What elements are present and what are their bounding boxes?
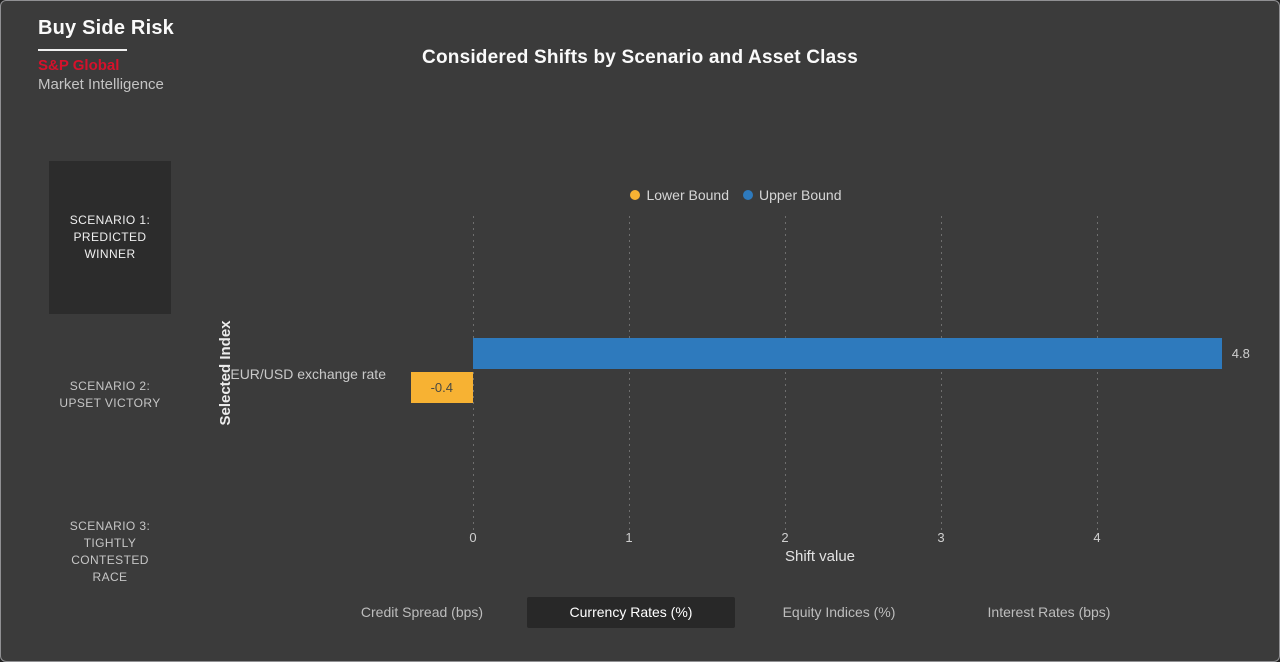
x-tick-label: 3 — [937, 530, 945, 545]
tab-currency-rates[interactable]: Currency Rates (%) — [527, 597, 735, 628]
x-tick-label: 4 — [1093, 530, 1101, 545]
x-axis-label: Shift value — [784, 548, 856, 565]
scenario-3-button[interactable]: SCENARIO 3: TIGHTLY CONTESTED RACE — [49, 475, 171, 628]
lower-bound-value: -0.4 — [430, 380, 453, 395]
gridline — [785, 216, 786, 531]
tab-credit-spread[interactable]: Credit Spread (bps) — [360, 604, 484, 620]
chart-legend: Lower Bound Upper Bound — [241, 187, 1231, 203]
brand-block: Buy Side Risk S&P Global Market Intellig… — [38, 17, 174, 93]
app-title: Buy Side Risk — [38, 17, 174, 39]
x-tick-label: 1 — [625, 530, 633, 545]
scenario-2-label: SCENARIO 2: UPSET VICTORY — [59, 378, 161, 410]
upper-bound-value: 4.8 — [1231, 346, 1250, 361]
category-label: EUR/USD exchange rate — [230, 366, 386, 382]
gridline — [629, 216, 630, 531]
lower-bound-bar — [410, 372, 473, 403]
market-intelligence-logo-text: Market Intelligence — [38, 76, 164, 93]
gridline — [941, 216, 942, 531]
scenario-1-button[interactable]: SCENARIO 1: PREDICTED WINNER — [49, 161, 171, 314]
tab-equity-indices[interactable]: Equity Indices (%) — [782, 604, 896, 620]
legend-upper-bound-label: Upper Bound — [759, 187, 842, 203]
scenario-1-label: SCENARIO 1: PREDICTED WINNER — [69, 213, 151, 261]
legend-item-lower-bound[interactable]: Lower Bound — [630, 187, 729, 203]
legend-lower-bound-label: Lower Bound — [646, 187, 729, 203]
x-tick-label: 2 — [781, 530, 789, 545]
gridline — [473, 216, 474, 531]
upper-bound-dot-icon — [743, 190, 753, 200]
legend-item-upper-bound[interactable]: Upper Bound — [743, 187, 842, 203]
upper-bound-bar — [473, 338, 1222, 369]
lower-bound-dot-icon — [630, 190, 641, 200]
chart-title: Considered Shifts by Scenario and Asset … — [422, 47, 858, 68]
gridline — [1097, 216, 1098, 531]
x-tick-label: 0 — [469, 530, 477, 545]
scenario-3-label: SCENARIO 3: TIGHTLY CONTESTED RACE — [69, 518, 151, 584]
brand-divider — [38, 49, 127, 51]
sp-global-logo-text: S&P Global — [38, 57, 120, 74]
tab-interest-rates[interactable]: Interest Rates (bps) — [987, 604, 1111, 620]
scenario-2-button[interactable]: SCENARIO 2: UPSET VICTORY — [49, 318, 171, 471]
